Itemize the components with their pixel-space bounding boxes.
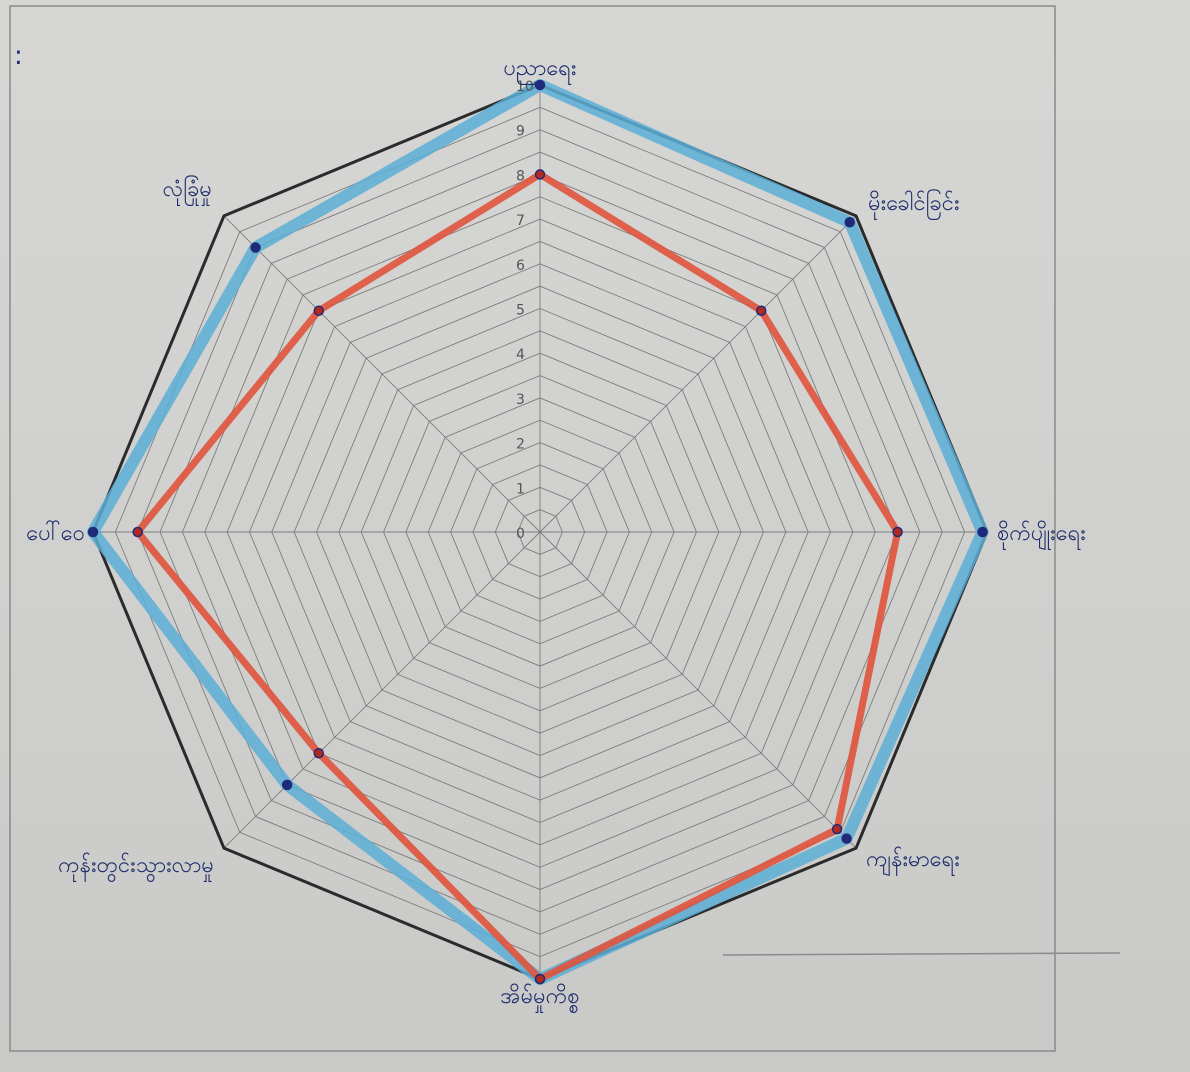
data-point [892,526,903,538]
tick-label: 0 [516,526,525,542]
tick-label: 10 [516,79,534,95]
grid-spoke [223,531,541,849]
data-point [977,526,988,538]
axis-label: စိုက်ပျိုးရေး [997,520,1086,551]
tick-label: 4 [516,347,525,363]
data-point [844,216,856,228]
radar-tick-labels: 0 1 2 3 4 5 6 7 8 9 10 [516,79,534,542]
tick-label: 9 [516,124,525,140]
axis-label: လုံခြုံမှု [163,175,212,206]
grid-spoke [539,531,857,849]
tick-label: 7 [516,213,525,229]
stray-line [722,952,1121,956]
radar-axis-labels: ပညာရေးမိုးခေါင်ခြင်းစိုက်ပျိုးရေးကျန်းမာ… [26,56,1086,1013]
data-point [534,79,546,91]
radar-markers [87,79,988,985]
data-point [87,526,99,538]
axis-label: အိမ်မှုကိစ္စ [500,983,579,1013]
data-point [132,526,143,538]
axis-label: ကုန်းတွင်းသွားလာမှု [58,852,214,883]
grid-spoke [539,215,857,533]
tick-label: 5 [516,303,525,319]
data-point [250,242,261,253]
axis-label: ကျန်းမာရေး [866,846,960,876]
data-point [281,779,293,791]
tick-label: 8 [516,168,525,184]
radar-grid [92,84,988,980]
grid-spoke [223,215,541,533]
data-point [841,833,852,844]
tick-label: 3 [516,392,525,408]
data-point [831,823,843,835]
data-point [534,169,546,180]
page-border [9,5,1056,1052]
data-point [534,973,546,985]
tick-label: 2 [516,437,525,453]
data-point [756,305,767,316]
tick-label: 6 [516,258,525,274]
tick-label: 1 [516,481,525,497]
axis-label: ပညာရေး [503,56,576,85]
axis-label: မိုးခေါင်ခြင်း [868,189,959,220]
axis-label: ပေါ်ဝေ [26,520,85,546]
data-point [313,748,324,759]
page-mark: : [14,41,23,71]
data-point [313,305,324,316]
